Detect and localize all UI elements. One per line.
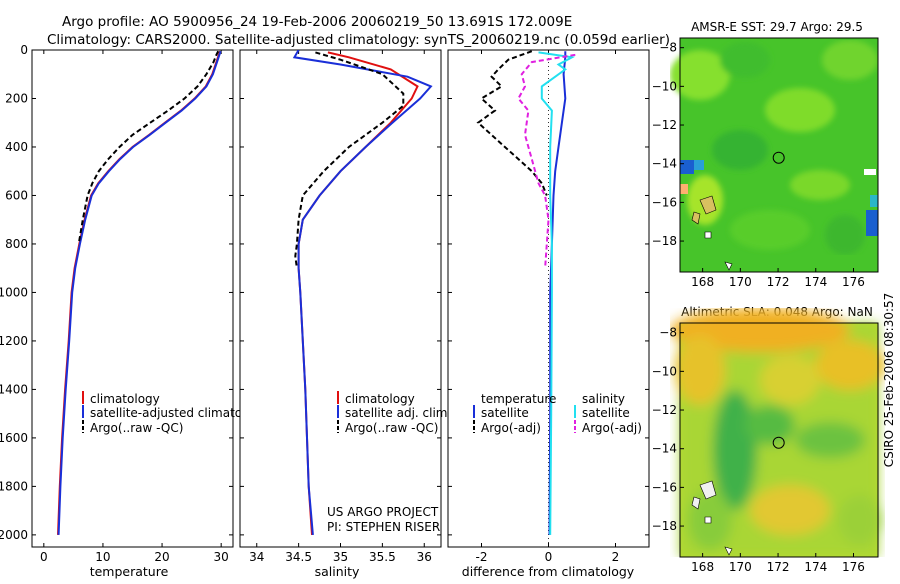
map-y-tick-label: −14 [652,442,677,456]
sla-map-panel: Altimetric SLA: 0.048 Argo: NaN 16817017… [652,305,885,574]
project-annotation-line1: US ARGO PROJECT [327,505,439,519]
salinity-panel: 34 34.5 35 35.5 36 salinity climatology sate… [239,49,451,579]
legend-label-satellite: satellite adj. clim. [345,406,451,420]
map-y-tick-label: −8 [659,326,677,340]
figure-title-line2: Climatology: CARS2000. Satellite-adjuste… [47,32,670,48]
difference-panel: -2 0 2 difference from climatology tempera… [447,49,650,579]
legend-label-temp-satellite: satellite [481,406,529,420]
salinity-legend: climatology satellite adj. clim. Argo(..… [337,391,451,435]
temperature-axis-ticks: 0 10 20 30 0 200 400 600 800 1000 1200 1400 1600 1800… [0,43,233,564]
salinity-xlabel: salinity [315,564,360,579]
x-tick-label: 36 [417,550,432,564]
temperature-xlabel: temperature [90,564,169,579]
series-line-satellite-adjusted-climatology [57,50,222,535]
legend-label-temp-argo: Argo(-adj) [481,421,541,435]
y-tick-label: 1200 [0,334,28,348]
map-y-tick-label: −14 [652,157,677,171]
temperature-series [57,50,222,535]
legend-label-argo: Argo(..raw -QC) [90,421,183,435]
series-line-satellite-adj-clim- [292,50,433,535]
legend-label-sal-argo: Argo(-adj) [582,421,642,435]
map-x-tick-label: 172 [767,560,790,574]
temperature-legend: climatology satellite-adjusted climatolo… [82,391,268,435]
map-y-tick-label: −10 [652,79,677,93]
sst-map-axis-ticks: 168 170 172 174 176 −8 −10 −12 −14 −16 −18 [652,41,865,289]
temperature-panel: 0 10 20 30 0 200 400 600 800 1000 1200 1400 1600 1800… [0,43,268,579]
map-x-tick-label: 170 [729,275,752,289]
x-tick-label: 2 [612,550,620,564]
sla-map-field [670,308,885,557]
legend-label-argo: Argo(..raw -QC) [345,421,438,435]
x-tick-label: 20 [154,550,169,564]
map-y-tick-label: −18 [652,234,677,248]
series-line-argo-raw-qc- [294,51,405,269]
y-tick-label: 0 [20,43,28,57]
x-tick-label: 34 [249,550,264,564]
map-y-tick-label: −18 [652,519,677,533]
x-tick-label: -2 [476,550,488,564]
x-tick-label: 35.5 [369,550,396,564]
x-tick-label: 10 [95,550,110,564]
difference-axis-ticks: -2 0 2 [448,49,649,564]
argo-position-marker [772,436,785,449]
figure-title-line1: Argo profile: AO 5900956_24 19-Feb-2006 … [62,14,572,30]
x-tick-label: 30 [214,550,229,564]
sla-coastlines [691,480,733,556]
legend-label-climatology: climatology [90,392,160,406]
map-x-tick-label: 168 [691,560,714,574]
map-y-tick-label: −16 [652,195,677,209]
y-tick-label: 400 [5,140,28,154]
x-tick-label: 35 [333,550,348,564]
map-x-tick-label: 174 [804,275,827,289]
legend-label-satellite: satellite-adjusted climatology [90,406,268,420]
series-line-salinity-argo-adj- [517,53,576,269]
map-x-tick-label: 170 [729,560,752,574]
sla-map-axis-ticks: 168 170 172 174 176 −8 −10 −12 −14 −16 −18 [652,326,865,574]
difference-series [476,50,576,535]
y-tick-label: 2000 [0,528,28,542]
footer-timestamp: CSIRO 25-Feb-2006 08:30:57 [882,293,896,468]
difference-legend: temperature satellite Argo(-adj) salinit… [473,392,642,435]
map-y-tick-label: −12 [652,118,677,132]
sst-map-frame [679,37,879,273]
sst-map-panel: AMSR-E SST: 29.7 Argo: 29.5 [652,20,879,289]
y-tick-label: 1600 [0,431,28,445]
y-tick-label: 600 [5,188,28,202]
y-tick-label: 800 [5,237,28,251]
map-y-tick-label: −10 [652,364,677,378]
y-tick-label: 1400 [0,382,28,396]
map-y-tick-label: −12 [652,403,677,417]
y-tick-label: 1000 [0,285,28,299]
map-x-tick-label: 174 [804,560,827,574]
argo-position-marker [772,151,785,164]
map-x-tick-label: 176 [842,275,865,289]
x-tick-label: 34.5 [285,550,312,564]
sla-map-frame [679,322,879,558]
salinity-plot-frame [239,49,442,548]
y-tick-label: 200 [5,91,28,105]
series-line-salinity-satellite [538,51,576,535]
x-tick-label: 0 [545,550,553,564]
map-x-tick-label: 172 [767,275,790,289]
salinity-series [292,50,433,535]
map-y-tick-label: −8 [659,41,677,55]
legend-header-salinity: salinity [582,392,625,406]
project-annotation-line2: PI: STEPHEN RISER [327,520,440,534]
legend-label-sal-satellite: satellite [582,406,630,420]
temperature-plot-frame [31,49,234,548]
salinity-axis-ticks: 34 34.5 35 35.5 36 [240,49,441,564]
y-tick-label: 1800 [0,479,28,493]
map-y-tick-label: −16 [652,480,677,494]
sst-map-field [670,38,878,272]
series-line-argo-raw-qc- [77,50,220,245]
legend-label-climatology: climatology [345,392,415,406]
map-x-tick-label: 168 [691,275,714,289]
legend-header-temperature: temperature [481,392,556,406]
x-tick-label: 0 [40,550,48,564]
sst-map-title: AMSR-E SST: 29.7 Argo: 29.5 [691,20,863,34]
difference-xlabel: difference from climatology [462,564,635,579]
series-line-temperature-argo-adj- [476,50,548,196]
map-x-tick-label: 176 [842,560,865,574]
